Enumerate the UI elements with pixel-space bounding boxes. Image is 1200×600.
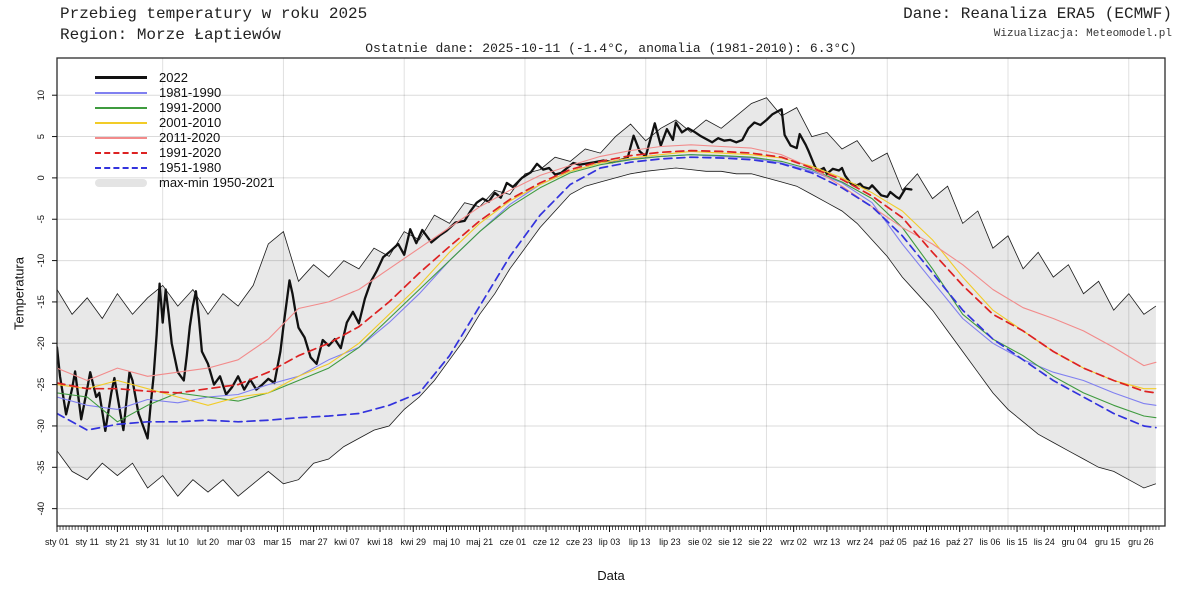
svg-text:-35: -35 [36,460,47,474]
legend-line-swatch [95,91,147,94]
svg-text:wrz 24: wrz 24 [846,537,874,547]
svg-text:maj 10: maj 10 [433,537,460,547]
svg-text:cze 12: cze 12 [533,537,560,547]
svg-text:paź 05: paź 05 [880,537,907,547]
visualization-credit: Wizualizacja: Meteomodel.pl [993,28,1172,40]
svg-text:-5: -5 [36,215,47,223]
legend-label: 1991-2000 [159,100,222,115]
svg-text:sie 02: sie 02 [688,537,712,547]
x-tick-labels: sty 01 sty 11 sty 21 sty 31 lut 10 lut 20 mar … [45,537,1154,547]
svg-text:-10: -10 [36,254,47,268]
series-1951-1980 [57,156,1157,431]
data-source-label: Dane: Reanaliza ERA5 (ECMWF) [903,5,1172,23]
svg-text:sie 22: sie 22 [748,537,772,547]
legend-label: 1991-2020 [159,145,222,160]
region-subtitle: Region: Morze Łaptiewów [60,26,281,44]
svg-text:-30: -30 [36,419,47,433]
legend-label: max-min 1950-2021 [159,175,275,190]
svg-text:10: 10 [36,90,47,101]
svg-text:lis 06: lis 06 [979,537,1000,547]
svg-text:gru 15: gru 15 [1095,537,1121,547]
svg-text:cze 23: cze 23 [566,537,593,547]
svg-text:mar 03: mar 03 [227,537,255,547]
axis-ticks [52,94,1160,532]
svg-text:lip 13: lip 13 [629,537,651,547]
last-data-note: Ostatnie dane: 2025-10-11 (-1.4°C, anoma… [365,41,857,56]
legend-line-swatch [95,151,147,154]
series-lines [57,108,1157,440]
legend-line-swatch [95,76,147,79]
svg-text:wrz 02: wrz 02 [779,537,807,547]
legend-band-swatch [95,178,147,187]
x-axis-label: Data [597,568,625,583]
legend-line-swatch [95,106,147,109]
y-axis-label: Temperatura [11,257,27,330]
svg-text:-20: -20 [36,336,47,350]
svg-text:lut 10: lut 10 [167,537,189,547]
svg-text:sie 12: sie 12 [718,537,742,547]
svg-text:mar 27: mar 27 [300,537,328,547]
legend-label: 2001-2010 [159,115,222,130]
svg-text:-40: -40 [36,502,47,516]
svg-text:maj 21: maj 21 [466,537,493,547]
legend-label: 2011-2020 [159,130,221,145]
svg-text:kwi 18: kwi 18 [367,537,393,547]
legend-item-2011-2020: 2011-2020 [95,130,275,145]
series-1991-2020 [57,149,1157,394]
legend-item-2022: 2022 [95,70,275,85]
svg-text:paź 27: paź 27 [946,537,973,547]
svg-text:lis 15: lis 15 [1007,537,1028,547]
svg-text:-15: -15 [36,295,47,309]
svg-text:lut 20: lut 20 [197,537,219,547]
svg-text:sty 01: sty 01 [45,537,69,547]
svg-text:lip 03: lip 03 [599,537,621,547]
svg-text:sty 11: sty 11 [76,537,99,547]
plot-frame [56,57,1166,527]
legend-item-1991-2000: 1991-2000 [95,100,275,115]
svg-text:0: 0 [36,175,47,180]
band-max-min [57,97,1156,497]
legend-label: 1951-1980 [159,160,222,175]
legend-line-swatch [95,136,147,139]
svg-text:sty 31: sty 31 [136,537,160,547]
svg-text:-25: -25 [36,378,47,392]
legend-item-1951-1980: 1951-1980 [95,160,275,175]
legend-item-max-min-1950-2021: max-min 1950-2021 [95,175,275,190]
svg-text:gru 04: gru 04 [1062,537,1088,547]
svg-text:kwi 29: kwi 29 [400,537,426,547]
svg-text:cze 01: cze 01 [500,537,527,547]
legend-label: 2022 [159,70,188,85]
svg-text:paź 16: paź 16 [913,537,940,547]
series-2011-2020 [57,144,1157,382]
legend-line-swatch [95,121,147,124]
svg-text:lis 24: lis 24 [1034,537,1055,547]
legend-label: 1981-1990 [159,85,222,100]
legend-item-1981-1990: 1981-1990 [95,85,275,100]
gridlines [57,58,1165,526]
series-2001-2010 [57,150,1157,406]
band-outline [57,97,1157,497]
page-title: Przebieg temperatury w roku 2025 [60,5,368,23]
svg-text:kwi 07: kwi 07 [334,537,360,547]
svg-text:wrz 13: wrz 13 [813,537,841,547]
legend-item-2001-2010: 2001-2010 [95,115,275,130]
svg-text:gru 26: gru 26 [1128,537,1154,547]
legend-line-swatch [95,166,147,169]
svg-text:mar 15: mar 15 [263,537,291,547]
svg-text:5: 5 [36,134,47,139]
legend-item-1991-2020: 1991-2020 [95,145,275,160]
y-tick-labels: 10 5 0 -5 -10 -15 -20 -25 -30 -35 -40 [36,90,47,516]
svg-text:sty 21: sty 21 [105,537,129,547]
svg-text:lip 23: lip 23 [659,537,681,547]
chart-legend: 2022 1981-1990 1991-2000 2001-2010 2011-2020… [95,70,275,190]
series-2022 [57,108,913,440]
